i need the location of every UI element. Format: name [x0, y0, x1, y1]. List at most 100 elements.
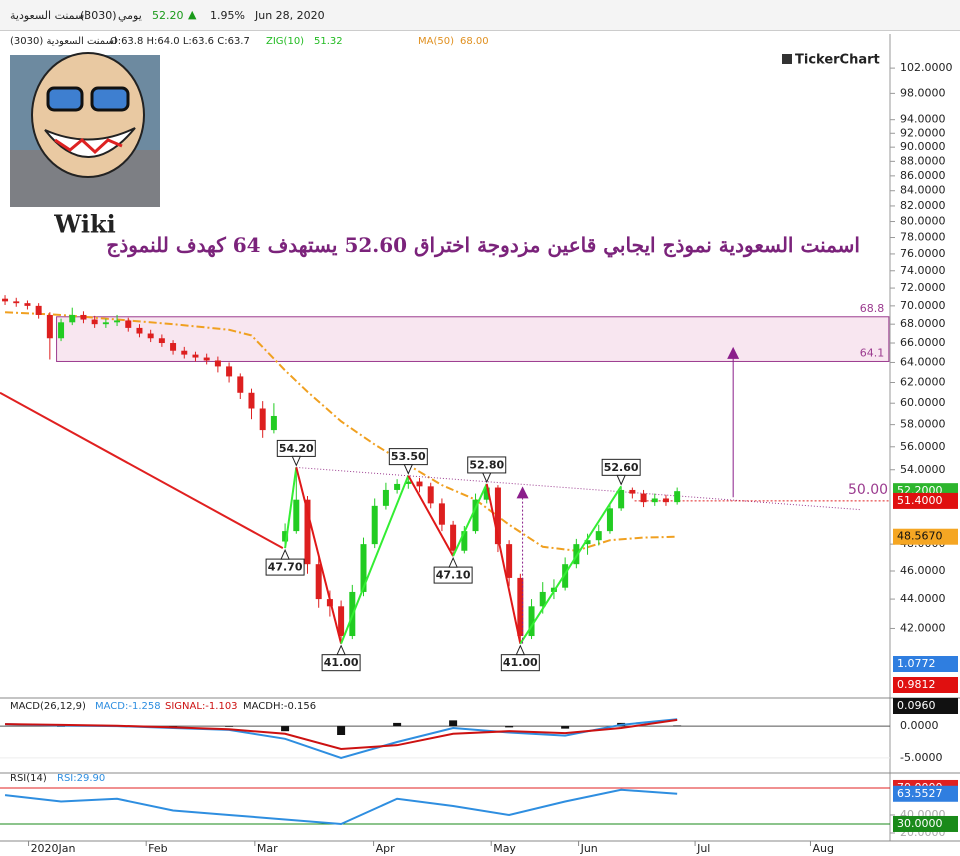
y-tick-label: 76.0000	[900, 247, 946, 260]
pivot-label: 47.70	[268, 561, 303, 574]
candle-body	[662, 498, 669, 503]
avatar-teeth	[54, 138, 123, 155]
y-tick-label: 70.0000	[900, 299, 946, 312]
zone-label: 64.1	[860, 346, 885, 359]
pivot-label: 54.20	[279, 442, 314, 455]
trendline	[0, 391, 284, 549]
up-icon: ▲	[188, 8, 197, 21]
candle-body	[91, 319, 98, 325]
zone-label: 68.8	[860, 302, 885, 315]
candle-body	[282, 531, 289, 542]
avatar-caption: Wiki	[53, 210, 115, 239]
macd-badge	[893, 656, 958, 672]
macd-badge-label: 0.9812	[897, 678, 936, 691]
avatar-glass	[90, 86, 130, 112]
zig-name: ZIG(10)	[266, 36, 305, 47]
y-tick-label: 88.0000	[900, 154, 946, 167]
macd-hist	[561, 726, 570, 729]
signal-line	[5, 718, 678, 751]
macd-title: MACD(26,12,9)	[10, 701, 86, 712]
candle-body	[573, 544, 580, 565]
y-tick-label: 64.0000	[900, 355, 946, 368]
x-tick-label: Jun	[580, 842, 598, 855]
price-badge	[893, 528, 958, 545]
candle-body	[315, 564, 322, 600]
candle-body	[226, 366, 233, 377]
candle-body	[483, 487, 490, 500]
rsi-level-badge	[893, 815, 958, 832]
candle-body	[606, 508, 613, 532]
candle-body	[35, 305, 42, 315]
rsi-badge-label: 63.5527	[897, 787, 943, 800]
rsi-badge	[893, 785, 958, 802]
price-badge-label: 51.4000	[897, 494, 943, 507]
y-tick-label: 82.0000	[900, 199, 946, 212]
candle-body	[405, 481, 412, 484]
candle-body	[24, 303, 31, 306]
rsi-line	[4, 788, 678, 825]
x-tick-label: Aug	[812, 842, 833, 855]
candle-body	[629, 489, 636, 494]
candle-body	[584, 540, 591, 545]
macd-hist	[337, 726, 346, 735]
zig-value: 51.32	[314, 36, 343, 47]
candle-body	[562, 564, 569, 588]
candle-body	[394, 483, 401, 490]
y-tick-label: 66.0000	[900, 336, 946, 349]
brand-icon	[782, 54, 792, 64]
y-tick-label: 90.0000	[900, 140, 946, 153]
date: Jun 28, 2020	[255, 9, 325, 22]
macd-badge-label: 1.0772	[897, 657, 936, 670]
pivot-label: 52.60	[604, 461, 639, 474]
candle-body	[181, 350, 188, 355]
macd-tick-label: -5.0000	[900, 751, 942, 764]
rsi-value: RSI:29.90	[57, 773, 105, 784]
macd-badge	[893, 698, 958, 714]
macd-tick-label: 0.0000	[900, 719, 939, 732]
candle-body	[80, 314, 87, 320]
pivot-pointer	[280, 548, 290, 560]
pivot-pointer	[291, 455, 302, 467]
candle-body	[58, 322, 65, 339]
macd-hist	[449, 720, 458, 727]
candle-body	[270, 415, 277, 431]
y-tick-label: 86.0000	[900, 169, 946, 182]
candle-body	[338, 606, 345, 637]
pivot-label: 41.00	[324, 656, 359, 669]
y-tick-label: 62.0000	[900, 376, 946, 389]
candle-body	[114, 320, 121, 323]
y-tick-label: 58.0000	[900, 418, 946, 431]
x-tick-label: Feb	[148, 842, 167, 855]
y-tick-label: 68.0000	[900, 317, 946, 330]
y-tick-label: 80.0000	[900, 215, 946, 228]
candle-body	[416, 481, 423, 487]
x-tick-label: 2020Jan	[31, 842, 76, 855]
candle-body	[203, 357, 210, 361]
zigzag-segment	[340, 475, 410, 645]
zigzag-segment	[407, 475, 454, 557]
price-badge	[893, 492, 958, 509]
macd-badge	[893, 677, 958, 693]
y-tick-label: 72.0000	[900, 281, 946, 294]
candle-body	[214, 360, 221, 367]
candle-body	[248, 392, 255, 409]
hist-value: MACDH:-0.156	[243, 701, 316, 712]
y-tick-label: 42.0000	[900, 621, 946, 634]
candle-body	[293, 499, 300, 532]
candle-body	[618, 489, 625, 509]
candle-body	[651, 498, 658, 503]
top-bar	[0, 0, 960, 31]
symbol-code: (3030)	[80, 9, 117, 22]
candle-body	[450, 524, 457, 551]
macd-value: MACD:-1.258	[95, 701, 161, 712]
macd-hist	[673, 725, 682, 727]
y-tick-label: 54.0000	[900, 463, 946, 476]
candle-body	[2, 298, 9, 302]
y-tick-label: 84.0000	[900, 184, 946, 197]
candle-body	[371, 505, 378, 545]
y-tick-label: 46.0000	[900, 564, 946, 577]
arrow-head	[516, 486, 529, 499]
zigzag-segment	[295, 467, 343, 644]
candle-body	[304, 499, 311, 565]
